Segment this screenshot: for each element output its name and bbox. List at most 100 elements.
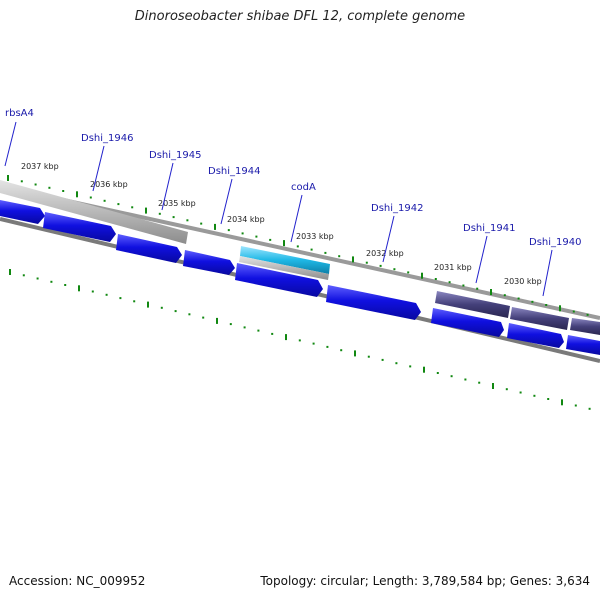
gene-label-Dshi_1940: Dshi_1940 bbox=[529, 237, 581, 248]
scale-tick-minor bbox=[312, 342, 315, 345]
scale-tick-minor bbox=[298, 339, 301, 342]
scale-tick-minor bbox=[34, 183, 37, 186]
gene-bar-codA-shadow bbox=[239, 256, 329, 280]
scale-label-2033: 2033 kbp bbox=[296, 232, 334, 241]
gene-leader-codA bbox=[290, 194, 303, 243]
gene-leader-Dshi_1940 bbox=[542, 249, 553, 297]
scale-tick-major bbox=[421, 272, 423, 279]
scale-tick-minor bbox=[172, 216, 175, 219]
scale-tick-minor bbox=[243, 326, 246, 329]
scale-tick-major bbox=[216, 317, 218, 324]
scale-tick-minor bbox=[434, 278, 437, 280]
scale-tick-minor bbox=[186, 219, 189, 222]
scale-tick-minor bbox=[255, 235, 258, 238]
scale-tick-major bbox=[423, 366, 425, 373]
scale-tick-minor bbox=[478, 381, 481, 384]
gene-bar-codA bbox=[240, 246, 330, 274]
scale-tick-major bbox=[76, 191, 78, 198]
scale-tick-minor bbox=[379, 264, 382, 267]
scale-tick-minor bbox=[271, 332, 274, 335]
cds-arrow-3 bbox=[116, 234, 182, 263]
scale-tick-minor bbox=[36, 277, 39, 280]
gene-bar-Dshi_1940 bbox=[510, 307, 569, 330]
gene-leader-Dshi_1941 bbox=[475, 235, 488, 284]
scale-tick-minor bbox=[310, 248, 313, 251]
scale-label-2037: 2037 kbp bbox=[21, 162, 59, 171]
scale-tick-minor bbox=[131, 206, 134, 209]
scale-tick-minor bbox=[517, 297, 520, 300]
scale-tick-minor bbox=[200, 222, 203, 225]
scale-tick-minor bbox=[407, 271, 410, 274]
scale-tick-minor bbox=[324, 251, 327, 254]
scale-tick-minor bbox=[574, 404, 577, 407]
gene-label-rbsA4: rbsA4 bbox=[5, 108, 34, 119]
scale-ticks-upper bbox=[7, 175, 589, 316]
gene-leader-rbsA4 bbox=[4, 121, 17, 167]
scale-tick-minor bbox=[257, 329, 260, 332]
gene-leader-Dshi_1946 bbox=[92, 145, 105, 192]
scale-label-2030: 2030 kbp bbox=[504, 277, 542, 286]
scale-tick-minor bbox=[105, 293, 108, 296]
scale-tick-major bbox=[561, 399, 563, 406]
scale-tick-minor bbox=[588, 407, 591, 410]
scale-tick-minor bbox=[48, 186, 51, 189]
scale-tick-minor bbox=[365, 261, 368, 264]
scale-tick-minor bbox=[545, 304, 548, 306]
scale-tick-major bbox=[559, 305, 561, 312]
scale-tick-major bbox=[352, 256, 354, 263]
scale-tick-minor bbox=[133, 300, 136, 303]
gene-label-Dshi_1945: Dshi_1945 bbox=[149, 150, 201, 161]
scale-tick-minor bbox=[464, 378, 467, 381]
cds-arrow-2 bbox=[43, 212, 116, 242]
scale-tick-minor bbox=[229, 323, 232, 326]
scale-label-2034: 2034 kbp bbox=[227, 215, 265, 224]
scale-tick-major bbox=[147, 301, 149, 308]
map-title: Dinoroseobacter shibae DFL 12, complete … bbox=[134, 9, 466, 24]
scale-tick-minor bbox=[338, 255, 341, 258]
scale-tick-minor bbox=[227, 229, 230, 232]
gene-label-codA: codA bbox=[291, 182, 316, 193]
scale-label-2031: 2031 kbp bbox=[434, 263, 472, 272]
scale-tick-minor bbox=[462, 284, 465, 287]
accession-text: Accession: NC_009952 bbox=[9, 574, 146, 588]
scale-tick-major bbox=[285, 334, 287, 341]
scale-tick-minor bbox=[269, 238, 272, 241]
scale-tick-minor bbox=[64, 284, 67, 286]
scale-tick-minor bbox=[393, 268, 396, 271]
scale-tick-minor bbox=[20, 180, 23, 183]
scale-tick-minor bbox=[450, 375, 453, 378]
cds-arrow-5 bbox=[235, 263, 323, 297]
scale-tick-minor bbox=[89, 196, 92, 199]
scale-tick-minor bbox=[533, 394, 536, 397]
cds-arrow-1 bbox=[0, 200, 45, 224]
scale-tick-minor bbox=[476, 287, 479, 290]
scale-tick-minor bbox=[160, 306, 163, 309]
gene-label-Dshi_1942: Dshi_1942 bbox=[371, 203, 423, 214]
scale-tick-minor bbox=[296, 245, 299, 248]
gene-label-Dshi_1941: Dshi_1941 bbox=[463, 223, 515, 234]
cds-arrow-9 bbox=[566, 335, 600, 355]
scale-tick-major bbox=[490, 289, 492, 295]
scale-tick-minor bbox=[367, 355, 370, 358]
scale-tick-minor bbox=[119, 297, 122, 300]
scale-tick-minor bbox=[572, 310, 575, 313]
cds-arrow-7 bbox=[431, 308, 504, 337]
scale-tick-minor bbox=[326, 345, 329, 348]
scale-tick-major bbox=[354, 350, 356, 357]
scale-tick-minor bbox=[50, 280, 53, 283]
scale-tick-minor bbox=[531, 300, 534, 303]
scale-tick-minor bbox=[241, 232, 244, 235]
scale-tick-minor bbox=[62, 190, 65, 192]
cds-arrow-4 bbox=[183, 250, 235, 275]
scale-ticks-lower bbox=[9, 269, 591, 410]
scale-tick-major bbox=[492, 383, 494, 389]
scale-tick-minor bbox=[505, 388, 508, 391]
scale-tick-minor bbox=[22, 274, 25, 277]
scale-tick-minor bbox=[436, 372, 439, 374]
gene-leader-Dshi_1942 bbox=[382, 215, 395, 263]
scale-tick-major bbox=[9, 269, 11, 275]
cds-arrow-6 bbox=[326, 285, 421, 320]
scale-tick-major bbox=[145, 207, 147, 214]
scale-tick-minor bbox=[547, 398, 550, 400]
scale-tick-major bbox=[214, 223, 216, 230]
